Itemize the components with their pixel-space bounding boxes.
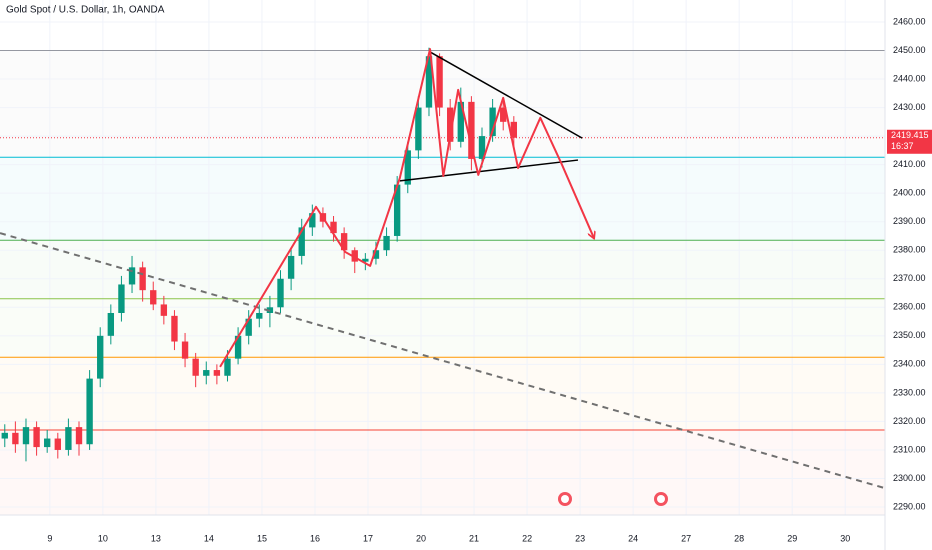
x-tick-label: 23	[575, 533, 585, 543]
candle-body	[44, 438, 51, 448]
candle-body	[256, 312, 263, 319]
y-tick-label: 2300.00	[893, 473, 926, 483]
candle-body	[234, 335, 242, 359]
y-tick-label: 2290.00	[893, 501, 926, 511]
x-tick-label: 22	[522, 533, 532, 543]
candle-body	[12, 432, 19, 445]
x-tick-label: 16	[310, 533, 320, 543]
candle-body	[447, 107, 454, 142]
last-price-label: 2419.415	[891, 130, 929, 140]
y-tick-label: 2450.00	[893, 45, 926, 55]
drawing-arrow	[219, 48, 594, 368]
drawing-solid	[429, 51, 583, 139]
y-tick-label: 2350.00	[893, 330, 926, 340]
candle-body	[383, 235, 390, 251]
x-tick-label: 17	[363, 533, 373, 543]
y-tick-label: 2360.00	[893, 302, 926, 312]
candle-body	[277, 278, 284, 308]
x-tick-label: 20	[416, 533, 426, 543]
x-tick-label: 9	[47, 533, 52, 543]
y-tick-label: 2430.00	[893, 102, 926, 112]
x-tick-label: 10	[98, 533, 108, 543]
x-tick-label: 14	[204, 533, 214, 543]
candle-body	[203, 370, 210, 376]
y-tick-label: 2390.00	[893, 216, 926, 226]
chart-title: Gold Spot / U.S. Dollar, 1h, OANDA	[6, 5, 165, 16]
candles	[1, 47, 518, 462]
candle-body	[351, 250, 358, 262]
candle-body	[309, 213, 316, 228]
candle-body	[500, 107, 507, 122]
y-tick-label: 2400.00	[893, 188, 926, 198]
candle-body	[287, 255, 295, 279]
candle-body	[298, 227, 305, 256]
event-icon[interactable]	[654, 492, 668, 506]
candle-body	[75, 427, 83, 445]
candle-body	[415, 107, 422, 151]
candle-body	[393, 184, 401, 236]
candle-body	[213, 370, 221, 376]
candle-body	[150, 290, 157, 305]
event-icon[interactable]	[558, 492, 572, 506]
candle-body	[404, 150, 411, 185]
x-tick-label: 15	[257, 533, 267, 543]
candle-body	[245, 318, 252, 336]
y-tick-label: 2380.00	[893, 245, 926, 255]
y-tick-label: 2370.00	[893, 273, 926, 283]
levels	[0, 50, 885, 431]
countdown-label: 16:37	[891, 141, 914, 151]
candle-body	[340, 233, 348, 251]
candle-body	[362, 258, 369, 262]
candle-body	[372, 250, 380, 259]
candle-body	[1, 432, 8, 439]
x-tick-label: 24	[628, 533, 638, 543]
x-tick-label: 21	[469, 533, 479, 543]
candle-body	[468, 101, 475, 159]
candle-body	[65, 427, 72, 450]
y-tick-label: 2460.00	[893, 16, 926, 26]
level-band	[0, 298, 885, 358]
candle-body	[181, 341, 189, 359]
candle-body	[489, 107, 496, 137]
y-tick-label: 2410.00	[893, 159, 926, 169]
candle-body	[33, 427, 40, 448]
candle-body	[54, 438, 61, 450]
x-tick-label: 13	[151, 533, 161, 543]
candle-body	[86, 378, 93, 445]
candle-body	[128, 267, 136, 285]
candle-body	[224, 358, 231, 376]
level-band	[0, 429, 885, 515]
candle-body	[457, 101, 464, 142]
candle-body	[330, 221, 337, 234]
candle-body	[22, 427, 30, 445]
x-tick-label: 29	[787, 533, 797, 543]
y-tick-label: 2340.00	[893, 359, 926, 369]
candle-body	[425, 56, 433, 108]
drawing-solid	[399, 159, 579, 182]
candle-body	[107, 312, 115, 336]
candle-body	[192, 358, 199, 376]
level-band	[0, 357, 885, 430]
last-price-box	[887, 129, 932, 154]
y-tick-label: 2330.00	[893, 387, 926, 397]
candle-body	[97, 335, 104, 379]
candle-body	[160, 304, 168, 316]
x-tick-label: 27	[681, 533, 691, 543]
y-tick-label: 2440.00	[893, 73, 926, 83]
candle-body	[436, 56, 443, 108]
y-tick-label: 2310.00	[893, 444, 926, 454]
candle-body	[478, 136, 486, 159]
y-tick-label: 2320.00	[893, 416, 926, 426]
x-tick-label: 30	[840, 533, 850, 543]
candle-body	[139, 267, 146, 291]
candle-body	[510, 121, 518, 138]
candle-body	[171, 315, 178, 342]
drawings	[0, 48, 886, 490]
x-tick-label: 28	[734, 533, 744, 543]
axes: 2290.00 2300.00 2310.00 2320.00 2330.00 2340.…	[47, 16, 932, 543]
candle-body	[118, 284, 125, 313]
